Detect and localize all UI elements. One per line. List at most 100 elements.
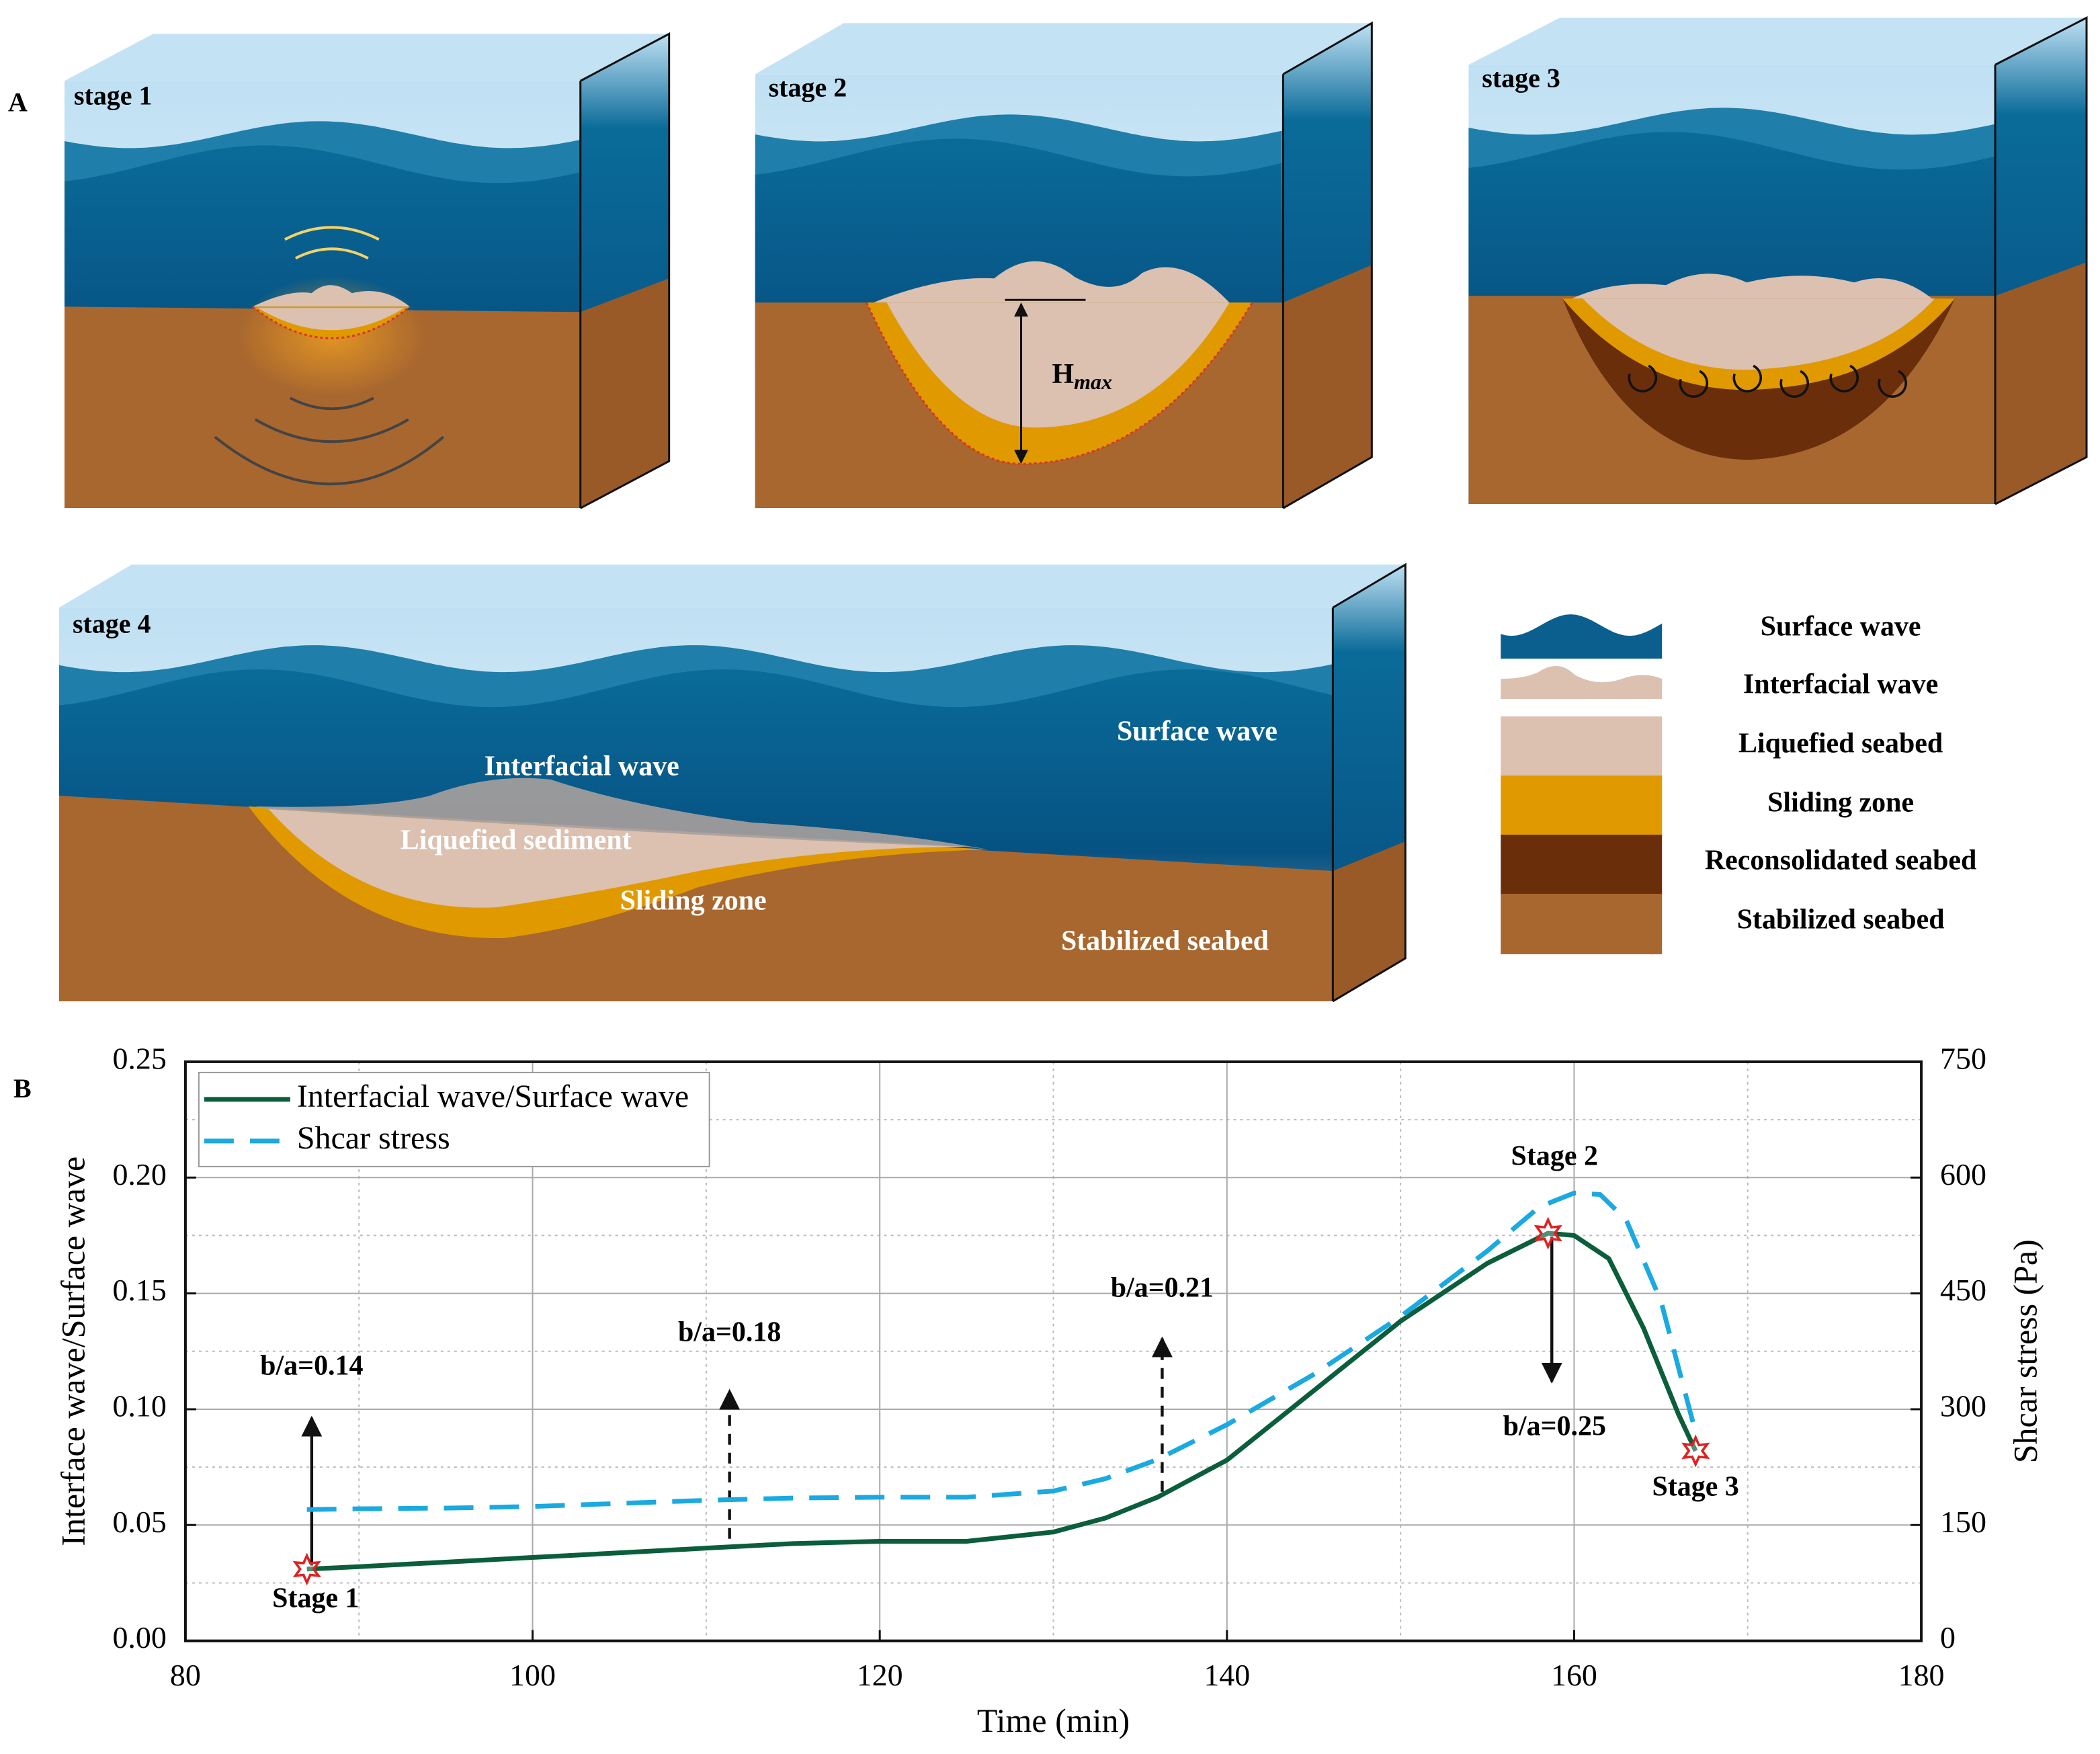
signal	[284, 226, 380, 241]
legend-swatch	[1501, 893, 1663, 954]
signal	[289, 396, 374, 411]
interfacial-wave	[252, 285, 410, 307]
hmax-label: Hmax	[1052, 359, 1112, 394]
annotation: b/a=0.21	[1111, 1272, 1214, 1303]
x-tick-label: 140	[1204, 1658, 1250, 1692]
legend-swatch	[1501, 776, 1663, 837]
stage-label: stage 4	[73, 608, 151, 638]
annotation: Stage 3	[1652, 1471, 1738, 1502]
top-face	[58, 565, 1406, 608]
vortex	[1878, 370, 1907, 398]
y-axis-label: Interface wave/Surface wave	[54, 1157, 91, 1546]
legend-swatch	[1501, 716, 1663, 778]
x-tick-label: 160	[1551, 1658, 1597, 1692]
legend-label: Shcar stress	[297, 1120, 450, 1156]
side-seabed	[1333, 841, 1406, 1001]
x-axis-label: Time (min)	[977, 1702, 1130, 1739]
interfacial-wave	[1572, 274, 1933, 299]
liquefied	[886, 302, 1230, 428]
annotation: b/a=0.14	[260, 1350, 363, 1381]
y2-tick-label: 450	[1940, 1273, 1986, 1307]
signal	[214, 435, 445, 486]
series-line	[306, 1190, 1698, 1512]
block	[64, 32, 671, 509]
legend-label: Interfacial wave/Surface wave	[297, 1079, 689, 1114]
legend-box	[198, 1071, 710, 1167]
annotation: b/a=0.18	[678, 1317, 781, 1347]
edges	[1994, 15, 2088, 505]
edges	[1331, 562, 1406, 1003]
side-seabed	[1283, 265, 1372, 509]
legend-label: Liquefied seabed	[1738, 728, 1943, 759]
vortex	[1732, 364, 1763, 392]
y2-tick-label: 0	[1940, 1620, 1956, 1655]
liquefied	[1583, 298, 1935, 370]
legend-swatch	[1501, 614, 1663, 659]
legend-swatch	[1501, 835, 1663, 895]
panel-label: A	[8, 87, 28, 118]
diagram-label: Stabilized seabed	[1061, 926, 1269, 957]
interfacial-wave	[255, 778, 988, 850]
annotation: b/a=0.25	[1503, 1411, 1606, 1442]
interfacial-wave	[873, 261, 1230, 303]
x-tick-label: 120	[857, 1658, 903, 1692]
failure-line	[251, 306, 411, 339]
liquefied	[268, 809, 968, 908]
block	[1468, 15, 2088, 505]
y2-tick-label: 600	[1940, 1157, 1986, 1192]
signal	[254, 418, 409, 444]
y2-axis-label: Shcar stress (Pa)	[2007, 1239, 2044, 1463]
legend-label: Reconsolidated seabed	[1705, 845, 1977, 876]
legend-label: Sliding zone	[1767, 788, 1914, 819]
diagram-label: Interfacial wave	[485, 751, 679, 782]
hmax-main: H	[1052, 359, 1074, 390]
diagram-label: Surface wave	[1117, 716, 1277, 747]
legend-swatch	[1501, 666, 1663, 700]
y-tick-label: 0.20	[112, 1157, 166, 1192]
panel-b: B 80 100 120 140 160 180 0.00 0.05 0.10 0.15 0.20 0.…	[13, 1041, 2044, 1739]
plot-frame	[183, 1060, 1923, 1642]
vortex	[1628, 364, 1658, 392]
annotation: Stage 2	[1511, 1141, 1598, 1172]
x-tick-label: 180	[1898, 1658, 1945, 1692]
legend-label: Stabilized seabed	[1737, 905, 1945, 935]
stage-label: stage 3	[1482, 63, 1560, 93]
top-face	[1468, 17, 2087, 65]
stage-label: stage 2	[769, 73, 847, 103]
y2-tick-label: 150	[1940, 1505, 1986, 1539]
series-line	[306, 1230, 1698, 1572]
signal	[294, 247, 369, 260]
stage-marker	[1681, 1434, 1710, 1468]
annotation: Stage 1	[272, 1583, 359, 1614]
legend-label: Interfacial wave	[1743, 669, 1938, 700]
y-tick-label: 0.00	[112, 1620, 166, 1655]
block: Hmax	[755, 21, 1373, 509]
y2-tick-label: 750	[1940, 1041, 1986, 1075]
side-seabed	[580, 278, 669, 509]
y-tick-label: 0.15	[112, 1273, 166, 1307]
side-seabed	[1995, 262, 2087, 505]
vortex	[1679, 370, 1709, 398]
hmax-sub: max	[1074, 371, 1112, 394]
stage-marker	[292, 1552, 321, 1586]
edges	[1282, 21, 1373, 509]
liquefied	[257, 308, 405, 331]
stage-marker	[1534, 1216, 1562, 1250]
stage-label: stage 1	[74, 81, 153, 111]
panel-label: B	[13, 1073, 32, 1103]
diagram-label: Liquefied sediment	[401, 825, 632, 856]
top-face	[755, 23, 1372, 75]
block	[58, 562, 1406, 1003]
diagram-label: Sliding zone	[620, 886, 767, 917]
vortex	[1779, 370, 1810, 398]
edges	[579, 32, 671, 509]
x-tick-label: 100	[509, 1658, 556, 1692]
failure-line	[866, 302, 1253, 465]
y-tick-label: 0.25	[112, 1041, 166, 1075]
y2-tick-label: 300	[1940, 1388, 1986, 1423]
vortex	[1829, 364, 1859, 392]
y-tick-label: 0.05	[112, 1505, 166, 1539]
legend-label: Surface wave	[1761, 612, 1921, 642]
